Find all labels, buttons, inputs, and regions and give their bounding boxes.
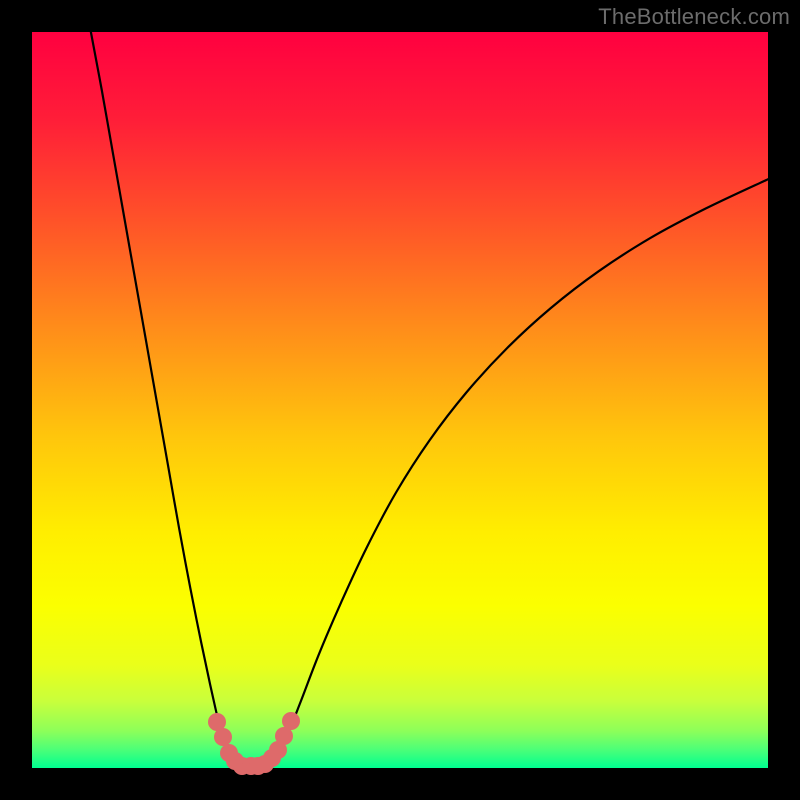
plot-area bbox=[32, 32, 768, 768]
watermark-text: TheBottleneck.com bbox=[598, 4, 790, 30]
chart-frame: TheBottleneck.com bbox=[0, 0, 800, 800]
valley-marker bbox=[282, 712, 300, 730]
valley-marker bbox=[275, 727, 293, 745]
valley-markers bbox=[32, 32, 768, 768]
